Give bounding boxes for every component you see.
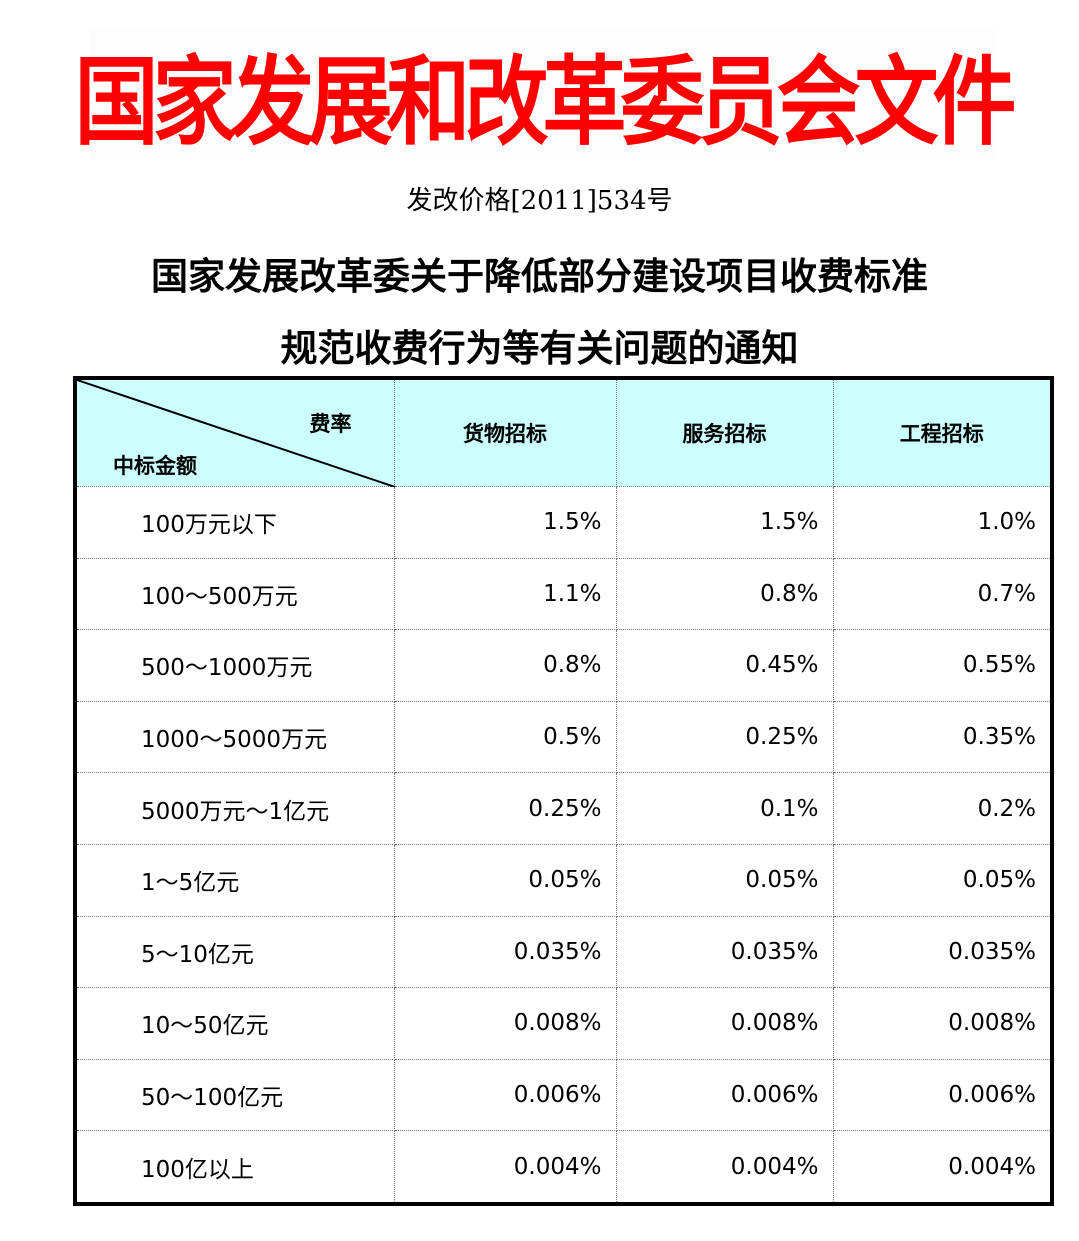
rate-cell: 0.006% (615, 1058, 834, 1132)
corner-rate-label: 费率 (309, 412, 352, 436)
corner-header-cell: 费率 中标金额 (74, 377, 396, 487)
table-row: 1～5亿元 0.05% 0.05% 0.05% (74, 843, 1053, 917)
document-number: 发改价格[2011]534号 (406, 186, 673, 216)
column-header: 货物招标 (393, 377, 617, 487)
row-label: 100万元以下 (74, 486, 395, 559)
rate-cell: 0.55% (832, 629, 1053, 702)
rate-cell: 0.004% (615, 1130, 834, 1205)
rate-cell: 0.8% (393, 629, 617, 702)
column-header: 工程招标 (832, 377, 1053, 487)
fee-rate-table: 费率 中标金额 货物招标 服务招标 工程招标 100万元以下 1.5% 1.5% 1.… (73, 376, 1054, 1206)
document-title-line-1: 国家发展改革委关于降低部分建设项目收费标准 (151, 255, 928, 298)
row-label: 100亿以上 (74, 1130, 395, 1205)
banner-title: 国家发展和改革委员会文件 (74, 43, 1017, 158)
rate-cell: 0.006% (832, 1058, 1053, 1132)
rate-cell: 0.035% (615, 915, 834, 989)
corner-amount-label: 中标金额 (113, 454, 197, 478)
rate-cell: 0.2% (832, 772, 1053, 845)
table-row: 1000～5000万元 0.5% 0.25% 0.35% (74, 700, 1053, 774)
table-row: 100～500万元 1.1% 0.8% 0.7% (74, 557, 1053, 631)
rate-cell: 0.035% (832, 915, 1053, 989)
document-title-line-2: 规范收费行为等有关问题的通知 (280, 327, 799, 370)
table-row: 5～10亿元 0.035% 0.035% 0.035% (74, 915, 1053, 989)
row-label: 100～500万元 (74, 557, 395, 631)
row-label: 1000～5000万元 (74, 700, 395, 774)
rate-cell: 0.035% (393, 915, 617, 989)
rate-cell: 0.008% (615, 987, 834, 1060)
table-row: 100万元以下 1.5% 1.5% 1.0% (74, 486, 1053, 559)
rate-cell: 1.1% (393, 557, 617, 631)
rate-cell: 1.0% (832, 486, 1053, 559)
table-row: 100亿以上 0.004% 0.004% 0.004% (74, 1130, 1053, 1205)
rate-cell: 0.7% (832, 557, 1053, 631)
rate-cell: 1.5% (393, 486, 617, 559)
row-label: 5000万元～1亿元 (74, 772, 395, 845)
row-label: 10～50亿元 (74, 987, 395, 1060)
rate-cell: 0.004% (393, 1130, 617, 1205)
table-header-row: 费率 中标金额 货物招标 服务招标 工程招标 (74, 377, 1053, 487)
rate-cell: 0.006% (393, 1058, 617, 1132)
rate-cell: 0.004% (832, 1130, 1053, 1205)
rate-cell: 0.05% (393, 843, 617, 917)
rate-cell: 0.25% (393, 772, 617, 845)
row-label: 5～10亿元 (74, 915, 395, 989)
rate-cell: 0.45% (615, 629, 834, 702)
rate-cell: 1.5% (615, 486, 834, 559)
rate-cell: 0.25% (615, 700, 834, 774)
rate-cell: 0.05% (615, 843, 834, 917)
rate-cell: 0.8% (615, 557, 834, 631)
row-label: 1～5亿元 (74, 843, 395, 917)
table-row: 500～1000万元 0.8% 0.45% 0.55% (74, 629, 1053, 702)
row-label: 500～1000万元 (74, 629, 395, 702)
table-row: 10～50亿元 0.008% 0.008% 0.008% (74, 987, 1053, 1060)
rate-cell: 0.05% (832, 843, 1053, 917)
table-row: 5000万元～1亿元 0.25% 0.1% 0.2% (74, 772, 1053, 845)
document-banner: 国家发展和改革委员会文件 (75, 28, 1017, 160)
row-label: 50～100亿元 (74, 1058, 395, 1132)
diagonal-line (77, 380, 396, 487)
rate-cell: 0.1% (615, 772, 834, 845)
rate-cell: 0.35% (832, 700, 1053, 774)
column-header: 服务招标 (615, 377, 834, 487)
table-row: 50～100亿元 0.006% 0.006% 0.006% (74, 1058, 1053, 1132)
rate-cell: 0.5% (393, 700, 617, 774)
rate-cell: 0.008% (393, 987, 617, 1060)
rate-cell: 0.008% (832, 987, 1053, 1060)
